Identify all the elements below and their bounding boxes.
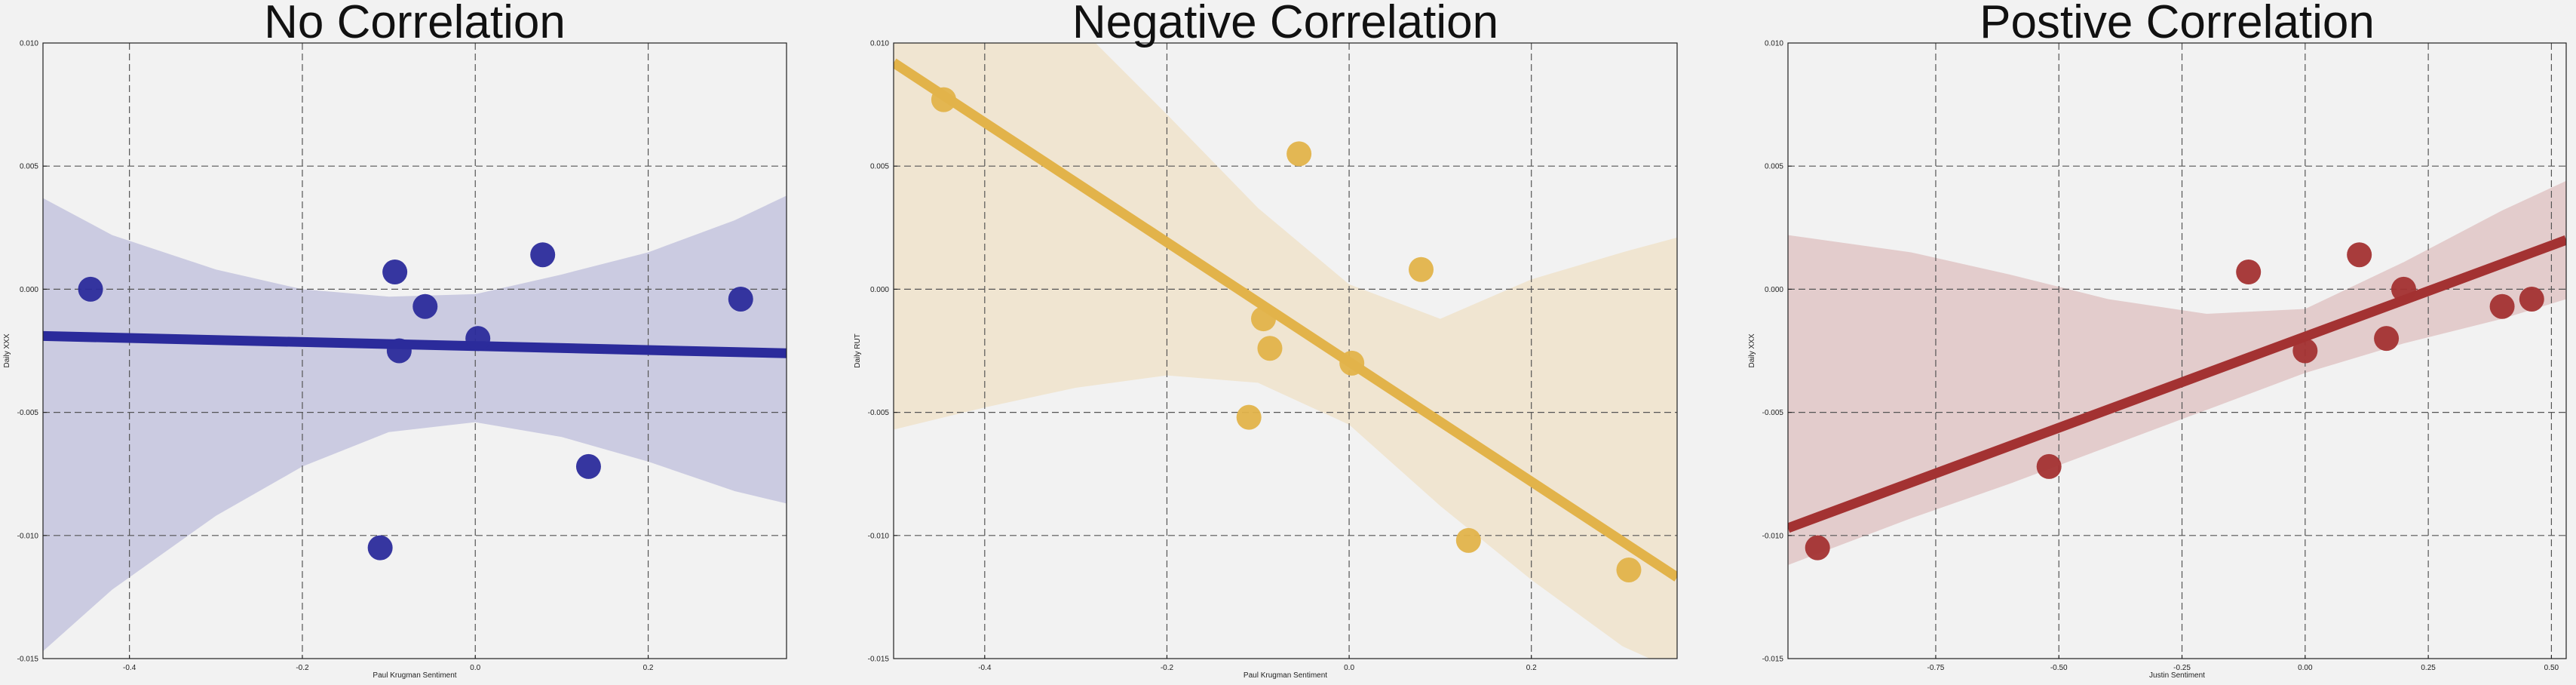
x-tick-label: -0.2 (296, 664, 309, 672)
data-point (2519, 286, 2544, 312)
data-point (1455, 527, 1481, 553)
data-point (2489, 293, 2515, 319)
data-point (2347, 242, 2372, 268)
data-point (2390, 276, 2416, 302)
x-tick-label: 0.25 (2421, 664, 2436, 672)
data-point (1286, 141, 1312, 167)
data-point (2374, 326, 2400, 352)
chart-panel-3: -0.75 -0.50 -0.25 0.00 0.25 0.50 -0.015 -0.010 -… (1748, 0, 2567, 680)
plot-frame (42, 42, 787, 659)
x-axis-label: Paul Krugman Sentiment (373, 671, 456, 680)
data-point (530, 242, 556, 268)
y-axis-label: Daily XXX (3, 333, 11, 367)
data-point (78, 276, 103, 302)
chart-panel-1: -0.4 -0.2 0.0 0.2 -0.015 -0.010 -0.005 0.000 0.0… (3, 0, 787, 680)
y-tick-label: 0.010 (20, 40, 38, 48)
x-tick-label: 0.2 (1526, 664, 1537, 672)
data-point (382, 260, 408, 285)
x-tick-label: 0.00 (2298, 664, 2313, 672)
y-tick-label: -0.010 (1762, 532, 1784, 540)
data-point (1339, 350, 1365, 376)
data-point (2292, 338, 2318, 364)
x-tick-label: -0.25 (2173, 664, 2191, 672)
x-tick-label: 0.0 (470, 664, 480, 672)
y-tick-label: 0.010 (870, 40, 889, 48)
x-tick-label: -0.50 (2050, 664, 2068, 672)
data-point (1236, 404, 1262, 430)
x-tick-label: 0.50 (2544, 664, 2559, 672)
x-axis-label: Justin Sentiment (2149, 671, 2205, 680)
x-tick-label: -0.4 (123, 664, 136, 672)
y-tick-label: -0.015 (1762, 656, 1784, 664)
data-point (575, 453, 601, 479)
y-axis-label: Daily RUT (854, 333, 862, 368)
y-tick-label: -0.010 (868, 532, 890, 540)
chart-title: No Correlation (264, 0, 566, 48)
data-point (728, 286, 753, 312)
data-point (367, 535, 393, 561)
data-point (465, 326, 491, 352)
x-axis-label: Paul Krugman Sentiment (1244, 671, 1327, 680)
data-point (1251, 306, 1277, 332)
y-tick-label: 0.000 (870, 286, 889, 294)
regression-line (894, 58, 1677, 582)
data-point (1805, 535, 1830, 561)
chart-title: Negative Correlation (1072, 0, 1498, 48)
y-tick-label: 0.010 (1765, 40, 1783, 48)
data-point (1616, 557, 1642, 582)
chart-title: Postive Correlation (1980, 0, 2375, 48)
y-tick-label: 0.000 (20, 286, 38, 294)
y-tick-label: 0.000 (1765, 286, 1783, 294)
y-tick-label: -0.005 (868, 409, 890, 417)
y-tick-label: -0.010 (17, 532, 39, 540)
chart-panel-2: -0.4 -0.2 0.0 0.2 -0.015 -0.010 -0.005 0.000 0.0… (854, 0, 1678, 680)
data-point (2236, 260, 2262, 285)
data-point (1409, 256, 1434, 282)
plot-frame (1787, 42, 2567, 659)
y-tick-label: -0.005 (17, 409, 39, 417)
data-point (386, 338, 412, 364)
regression-line (1788, 235, 2566, 533)
confidence-band (43, 195, 787, 652)
x-tick-label: -0.2 (1161, 664, 1174, 672)
y-tick-label: -0.005 (1762, 409, 1784, 417)
y-axis-label: Daily XXX (1748, 333, 1756, 367)
plot-frame (893, 42, 1678, 659)
y-tick-label: -0.015 (17, 656, 39, 664)
x-tick-label: -0.4 (978, 664, 992, 672)
y-tick-label: -0.015 (868, 656, 890, 664)
x-tick-label: 0.0 (1344, 664, 1354, 672)
data-point (412, 293, 438, 319)
data-point (1257, 336, 1283, 361)
data-point (2036, 453, 2062, 479)
y-tick-label: 0.005 (1765, 163, 1783, 171)
x-tick-label: 0.2 (643, 664, 654, 672)
data-point (931, 87, 956, 112)
y-tick-label: 0.005 (20, 163, 38, 171)
y-tick-label: 0.005 (870, 163, 889, 171)
regression-line (43, 330, 787, 358)
x-tick-label: -0.75 (1927, 664, 1945, 672)
confidence-band (1788, 180, 2566, 565)
